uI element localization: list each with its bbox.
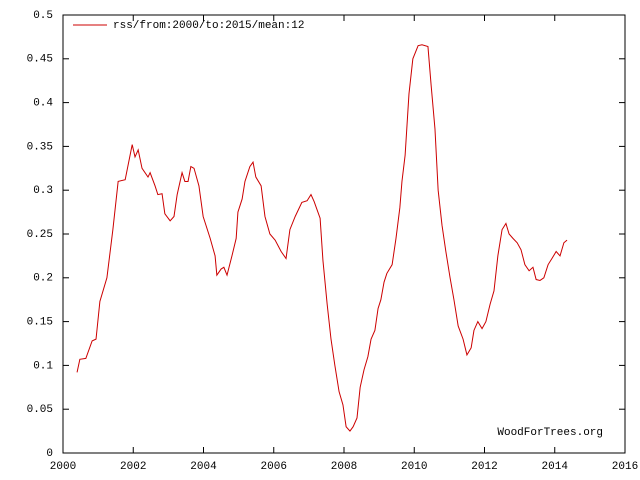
y-tick-label: 0.45: [27, 54, 53, 66]
x-tick-label: 2000: [50, 461, 76, 473]
y-tick-label: 0.05: [27, 404, 53, 416]
y-tick-label: 0.25: [27, 229, 53, 241]
x-tick-label: 2004: [190, 461, 217, 473]
y-tick-label: 0: [46, 448, 53, 460]
x-tick-label: 2008: [331, 461, 357, 473]
y-tick-label: 0.15: [27, 317, 53, 329]
y-tick-label: 0.2: [33, 273, 53, 285]
plot-frame: [62, 14, 626, 454]
x-tick-label: 2010: [401, 461, 427, 473]
watermark: WoodForTrees.org: [497, 427, 603, 439]
legend-label: rss/from:2000/to:2015/mean:12: [113, 20, 304, 32]
x-tick-label: 2014: [542, 461, 569, 473]
y-tick-label: 0.35: [27, 141, 53, 153]
x-tick-label: 2016: [612, 461, 638, 473]
x-tick-label: 2002: [120, 461, 146, 473]
y-tick-label: 0.3: [33, 185, 53, 197]
y-tick-label: 0.1: [33, 360, 53, 372]
y-tick-label: 0.5: [33, 10, 53, 22]
series-line: [76, 44, 568, 432]
x-tick-label: 2006: [261, 461, 287, 473]
x-tick-label: 2012: [471, 461, 497, 473]
y-tick-label: 0.4: [33, 98, 53, 110]
